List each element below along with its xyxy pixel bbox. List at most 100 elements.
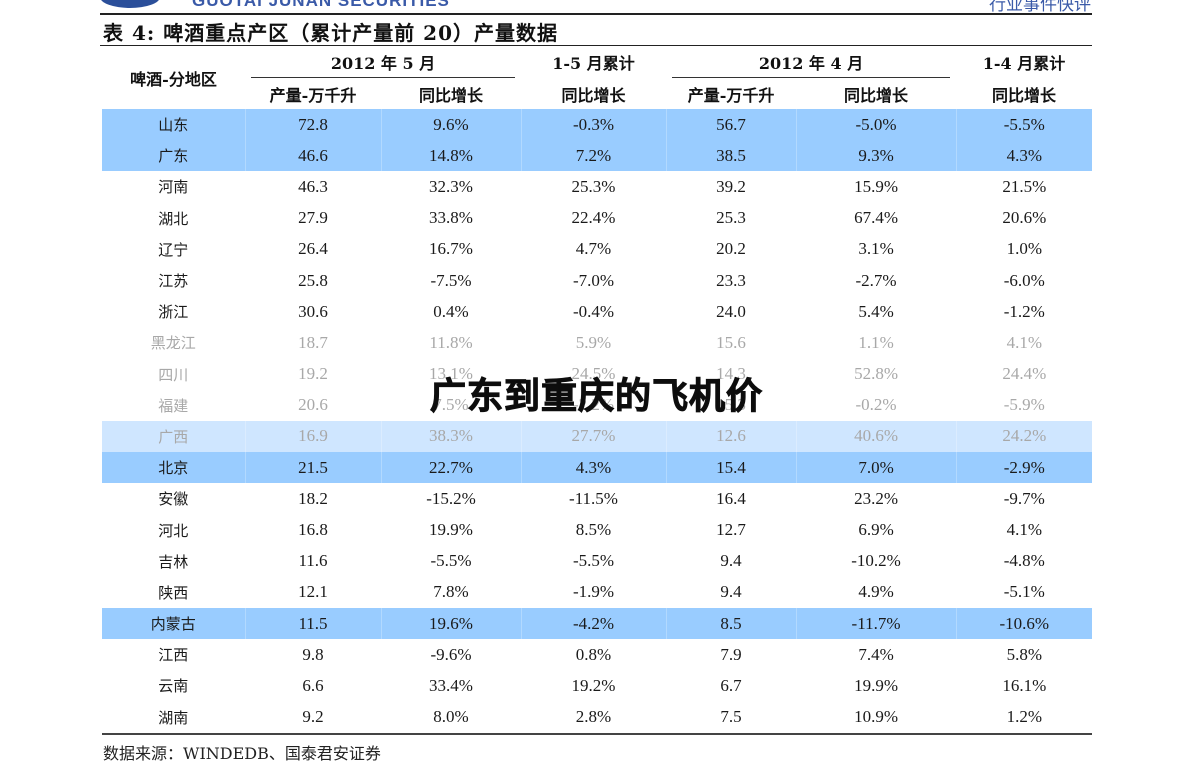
cell-ytd4-yoy: -5.9% <box>955 389 1093 421</box>
table-row: 山东 72.8 9.6% -0.3% 56.7 -5.0% -5.5% <box>102 109 1093 141</box>
cell-ytd4-yoy: 4.1% <box>955 514 1093 546</box>
cell-may-yoy: 7.5% <box>380 389 522 421</box>
cell-may-yoy: -9.6% <box>380 639 522 671</box>
cell-ytd5-yoy: 4.7% <box>520 233 667 265</box>
cell-region: 吉林 <box>158 552 189 571</box>
cell-may-yoy: 7.8% <box>380 576 522 608</box>
cell-region: 江西 <box>158 646 189 665</box>
table-row: 陕西 12.1 7.8% -1.9% 9.4 4.9% -5.1% <box>102 576 1093 608</box>
cell-ytd5-yoy: 25.3% <box>520 171 667 203</box>
cell-may-yoy: 11.8% <box>380 327 522 359</box>
cell-may-yoy: -7.5% <box>380 264 522 297</box>
cell-ytd4-yoy: 4.3% <box>955 140 1093 172</box>
cell-apr-yoy: 1.1% <box>795 327 957 359</box>
cell-apr-yoy: -11.7% <box>795 608 957 640</box>
cell-ytd5-yoy: -4.2% <box>520 608 667 640</box>
header-apr-yoy: 同比增长 <box>844 85 909 105</box>
cell-region: 河南 <box>158 178 189 197</box>
cell-ytd5-yoy: 22.4% <box>520 202 667 234</box>
cell-apr-output: 7.5 <box>665 701 797 735</box>
cell-apr-yoy: 9.3% <box>795 140 957 172</box>
cell-apr-output: 12.6 <box>665 420 797 453</box>
cell-may-yoy: 19.6% <box>380 608 522 640</box>
table-row: 河南 46.3 32.3% 25.3% 39.2 15.9% 21.5% <box>102 171 1093 203</box>
cell-region: 河北 <box>158 521 189 540</box>
cell-may-output: 21.5 <box>244 452 381 484</box>
cell-ytd4-yoy: 24.2% <box>955 420 1093 453</box>
cell-apr-yoy: -0.2% <box>795 389 957 421</box>
cell-ytd5-yoy: 24.5% <box>520 358 667 390</box>
cell-may-yoy: 0.4% <box>380 296 522 328</box>
cell-ytd5-yoy: 19.2% <box>520 670 667 702</box>
cell-ytd4-yoy: 1.2% <box>955 701 1093 735</box>
cell-may-output: 18.2 <box>244 483 381 515</box>
cell-ytd5-yoy: -0.4% <box>520 296 667 328</box>
table-row: 吉林 11.6 -5.5% -5.5% 9.4 -10.2% -4.8% <box>102 545 1093 577</box>
cell-ytd4-yoy: 21.5% <box>955 171 1093 203</box>
cell-may-yoy: 33.8% <box>380 202 522 234</box>
cell-apr-yoy: -2.7% <box>795 264 957 297</box>
header-region: 啤酒-分地区 <box>130 69 217 89</box>
cell-ytd5-yoy: -0.3% <box>520 109 667 141</box>
cell-apr-yoy: 52.8% <box>795 358 957 390</box>
cell-region: 福建 <box>158 396 189 415</box>
cell-apr-yoy: 67.4% <box>795 202 957 234</box>
cell-may-output: 30.6 <box>244 296 381 328</box>
header-may-output: 产量-万千升 <box>269 85 357 105</box>
header-divider <box>100 13 1092 15</box>
table-row: 广西 16.9 38.3% 27.7% 12.6 40.6% 24.2% <box>102 420 1093 453</box>
cell-ytd5-yoy: 4.3% <box>520 452 667 484</box>
cell-apr-output: 39.2 <box>665 171 797 203</box>
cell-may-output: 46.6 <box>244 140 381 172</box>
cell-ytd4-yoy: -1.2% <box>955 296 1093 328</box>
cell-region: 云南 <box>158 677 189 696</box>
cell-apr-output: 7.9 <box>665 639 797 671</box>
data-source-note: 数据来源：WINDEDB、国泰君安证券 <box>103 744 381 763</box>
cell-may-output: 16.9 <box>244 420 381 453</box>
cell-region: 辽宁 <box>158 240 189 259</box>
cell-apr-yoy: 3.1% <box>795 233 957 265</box>
cell-ytd4-yoy: 5.8% <box>955 639 1093 671</box>
cell-ytd4-yoy: -6.0% <box>955 264 1093 297</box>
cell-region: 安徽 <box>158 490 189 509</box>
header-group-may: 2012 年 5 月 <box>245 46 521 78</box>
header-may-yoy: 同比增长 <box>419 85 484 105</box>
cell-apr-output: 6.7 <box>665 670 797 702</box>
cell-apr-yoy: -5.0% <box>795 109 957 141</box>
cell-ytd4-yoy: 4.1% <box>955 327 1093 359</box>
cell-apr-output: 9.4 <box>665 545 797 577</box>
cell-ytd4-yoy: -4.8% <box>955 545 1093 577</box>
cell-region: 江苏 <box>158 272 189 291</box>
cell-may-yoy: 38.3% <box>380 420 522 453</box>
cell-apr-output: 15.3 <box>665 389 797 421</box>
cell-ytd5-yoy: -2.2% <box>520 389 667 421</box>
table-row: 内蒙古 11.5 19.6% -4.2% 8.5 -11.7% -10.6% <box>102 608 1093 640</box>
overlay-headline: 广东到重庆的飞机价 <box>429 376 764 418</box>
cell-may-output: 6.6 <box>244 670 381 702</box>
cell-apr-output: 14.3 <box>665 358 797 390</box>
table-row: 湖北 27.9 33.8% 22.4% 25.3 67.4% 20.6% <box>102 202 1093 234</box>
cell-may-output: 9.8 <box>244 639 381 671</box>
cell-ytd4-yoy: -5.5% <box>955 109 1093 141</box>
cell-ytd4-yoy: 1.0% <box>955 233 1093 265</box>
header-group-jan-may: 1-5 月累计 <box>552 54 635 73</box>
cell-may-output: 25.8 <box>244 264 381 297</box>
cell-apr-output: 8.5 <box>665 608 797 640</box>
cell-may-yoy: 13.1% <box>380 358 522 390</box>
cell-ytd4-yoy: 16.1% <box>955 670 1093 702</box>
cell-ytd5-yoy: -11.5% <box>520 483 667 515</box>
report-header-strip: GUOTAI JUNAN SECURITIES 行业事件快评 <box>0 0 1191 14</box>
header-ytd5-yoy: 同比增长 <box>561 85 626 105</box>
cell-ytd4-yoy: 20.6% <box>955 202 1093 234</box>
cell-may-yoy: -5.5% <box>380 545 522 577</box>
cell-apr-yoy: 19.9% <box>795 670 957 702</box>
table-row: 北京 21.5 22.7% 4.3% 15.4 7.0% -2.9% <box>102 452 1093 484</box>
cell-ytd5-yoy: -5.5% <box>520 545 667 577</box>
table-row: 黑龙江 18.7 11.8% 5.9% 15.6 1.1% 4.1% <box>102 327 1093 359</box>
header-row-groups: 啤酒-分地区 2012 年 5 月 1-5 月累计 2012 年 4 月 1-4… <box>102 46 1092 89</box>
table-row: 湖南 9.2 8.0% 2.8% 7.5 10.9% 1.2% <box>102 701 1093 735</box>
cell-may-output: 12.1 <box>244 576 381 608</box>
cell-apr-output: 9.4 <box>665 576 797 608</box>
table-title: 表 4: 啤酒重点产区（累计产量前 20）产量数据 <box>103 21 559 45</box>
cell-may-output: 16.8 <box>244 514 381 546</box>
